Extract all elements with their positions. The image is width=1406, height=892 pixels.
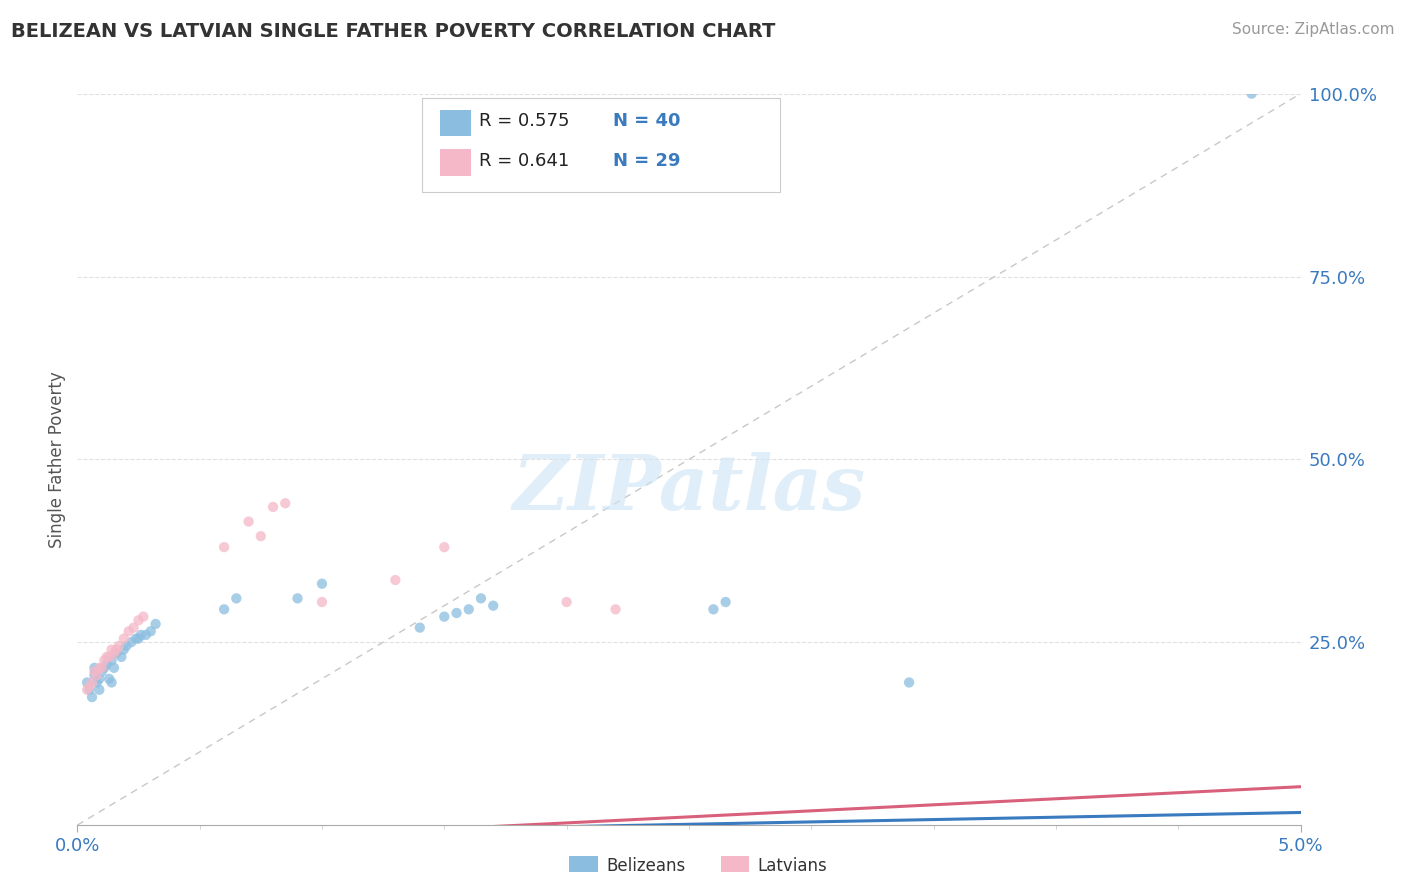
Point	[238, 515, 260, 529]
Text: BELIZEAN VS LATVIAN SINGLE FATHER POVERTY CORRELATION CHART: BELIZEAN VS LATVIAN SINGLE FATHER POVERT…	[11, 22, 776, 41]
Point	[127, 613, 149, 627]
Point	[135, 628, 157, 642]
Point	[83, 665, 105, 679]
Text: N = 29: N = 29	[613, 152, 681, 169]
Point	[139, 624, 162, 639]
Point	[250, 529, 273, 543]
Point	[714, 595, 737, 609]
Point	[212, 540, 235, 554]
Point	[110, 649, 132, 664]
Point	[262, 500, 284, 514]
Point	[605, 602, 627, 616]
Point	[122, 621, 145, 635]
Text: R = 0.641: R = 0.641	[479, 152, 569, 169]
Point	[212, 602, 235, 616]
Point	[90, 665, 112, 679]
Point	[89, 672, 111, 686]
Point	[98, 649, 121, 664]
Point	[115, 639, 138, 653]
Point	[90, 661, 112, 675]
Point	[83, 661, 105, 675]
Point	[555, 595, 578, 609]
Point	[446, 606, 468, 620]
Text: N = 40: N = 40	[613, 112, 681, 129]
Text: ZIPatlas: ZIPatlas	[512, 451, 866, 525]
Point	[80, 690, 103, 705]
Point	[112, 642, 135, 657]
Point	[225, 591, 247, 606]
Point	[89, 661, 111, 675]
Point	[80, 675, 103, 690]
Point	[83, 668, 105, 682]
Point	[100, 675, 122, 690]
Point	[86, 668, 108, 682]
Point	[103, 646, 125, 660]
Point	[79, 682, 101, 697]
Point	[120, 635, 142, 649]
Point	[96, 649, 118, 664]
Point	[105, 642, 128, 657]
Point	[384, 573, 406, 587]
Point	[89, 682, 111, 697]
Point	[86, 675, 108, 690]
Point	[96, 657, 118, 672]
Point	[898, 675, 921, 690]
Point	[457, 602, 479, 616]
Text: Latvians: Latvians	[758, 857, 828, 875]
Point	[98, 672, 121, 686]
Point	[129, 628, 152, 642]
Point	[1240, 87, 1263, 101]
Point	[125, 632, 148, 646]
Point	[127, 632, 149, 646]
Point	[100, 653, 122, 667]
Point	[103, 661, 125, 675]
Point	[132, 609, 155, 624]
Point	[470, 591, 492, 606]
Point	[93, 661, 115, 675]
Point	[311, 576, 333, 591]
Point	[76, 682, 98, 697]
Point	[287, 591, 309, 606]
Point	[311, 595, 333, 609]
Y-axis label: Single Father Poverty: Single Father Poverty	[48, 371, 66, 548]
Point	[433, 540, 456, 554]
Text: Source: ZipAtlas.com: Source: ZipAtlas.com	[1232, 22, 1395, 37]
Point	[702, 602, 724, 616]
Point	[100, 642, 122, 657]
Text: Belizeans: Belizeans	[606, 857, 685, 875]
Point	[108, 639, 131, 653]
Point	[105, 646, 128, 660]
Point	[145, 617, 167, 632]
Text: R = 0.575: R = 0.575	[479, 112, 569, 129]
Point	[112, 632, 135, 646]
Point	[79, 679, 101, 693]
Point	[409, 621, 432, 635]
Point	[76, 675, 98, 690]
Point	[482, 599, 505, 613]
Point	[93, 653, 115, 667]
Point	[433, 609, 456, 624]
Point	[274, 496, 297, 510]
Point	[118, 624, 141, 639]
